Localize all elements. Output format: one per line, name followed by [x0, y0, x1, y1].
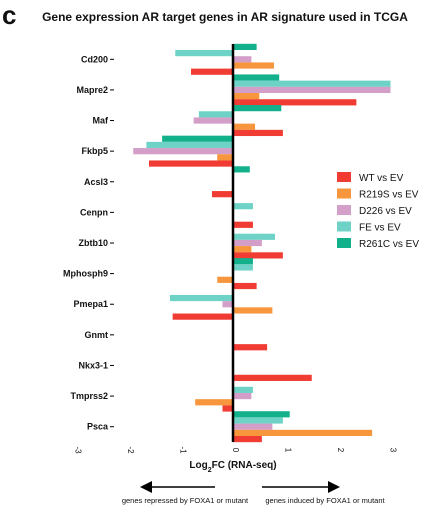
gene-label-pmepa1: Pmepa1: [73, 299, 108, 309]
bar-zbtb10-d226: [233, 239, 262, 247]
bar-fkbp5-r261c: [162, 135, 233, 142]
gene-label-cenpn: Cenpn: [80, 207, 108, 217]
bar-cenpn-fe: [233, 203, 253, 210]
panel-letter: c: [2, 0, 17, 30]
x-tick-label-5: 2: [336, 448, 345, 453]
bar-cenpn-wt: [233, 221, 253, 228]
bar-maf-fe: [198, 111, 233, 118]
bar-fkbp5-r219s: [217, 154, 233, 161]
bar-mphosph9-wt: [233, 282, 257, 290]
gene-label-tmprss2: Tmprss2: [70, 391, 108, 401]
bar-zbtb10-fe: [233, 233, 275, 240]
legend-label-1: R219S vs EV: [359, 190, 419, 201]
bar-pmepa1-r219s: [233, 307, 273, 314]
bar-mapre2-d226: [233, 86, 391, 94]
bar-tmprss2-r219s: [195, 399, 233, 406]
gene-label-nkx3-1: Nkx3-1: [78, 360, 108, 370]
bar-zbtb10-wt: [233, 252, 283, 259]
bar-tmprss2-fe: [233, 386, 253, 393]
gene-label-zbtb10: Zbtb10: [78, 238, 108, 248]
x-tick-label-3: 0: [231, 448, 240, 453]
legend-swatch-3: [337, 221, 351, 232]
right-arrow-caption: genes induced by FOXA1 or mutant: [265, 496, 385, 505]
bar-cd200-wt: [191, 68, 233, 75]
gene-labels-layer: Cd200 Mapre2 Maf Fkbp5 Acsl3 Cenpn Zbtb10 Mphos…: [63, 54, 114, 432]
bar-mapre2-fe: [233, 80, 391, 87]
bar-psca-r261c: [233, 411, 290, 418]
bar-mphosph9-r219s: [217, 276, 233, 283]
x-tick-label-1: -2: [126, 446, 135, 454]
gene-label-maf: Maf: [93, 116, 110, 126]
gene-label-psca: Psca: [87, 422, 109, 432]
bar-fkbp5-d226: [133, 148, 233, 155]
x-axis-label-base: Log: [189, 460, 207, 471]
bar-cd200-fe: [175, 50, 233, 57]
x-tick-label-2: -1: [179, 446, 188, 454]
left-arrow: [140, 481, 215, 493]
chart-title: Gene expression AR target genes in AR si…: [42, 10, 408, 24]
bar-fkbp5-fe: [146, 141, 233, 149]
bar-zbtb10-r219s: [233, 246, 252, 253]
bar-maf-r219s: [233, 123, 256, 130]
bar-psca-fe: [233, 417, 283, 424]
bar-tmprss2-d226: [233, 392, 252, 400]
x-ticks-layer: -3 -2 -1 0 1 2 3: [74, 446, 398, 454]
legend-swatch-4: [337, 238, 351, 248]
bar-cd200-r219s: [233, 62, 274, 69]
bar-gnmt-wt: [233, 344, 268, 351]
bar-mapre2-wt: [233, 99, 357, 106]
bar-acsl3-r261c: [233, 166, 250, 173]
bar-pmepa1-wt: [172, 313, 233, 320]
bar-psca-d226: [233, 423, 273, 430]
legend-label-0: WT vs EV: [359, 173, 404, 184]
x-tick-label-0: -3: [74, 446, 83, 454]
legend: WT vs EV R219S vs EV D226 vs EV FE vs EV R26…: [337, 172, 419, 250]
gene-label-cd200: Cd200: [81, 54, 108, 64]
bar-acsl3-wt: [212, 191, 233, 198]
x-axis-label-rest: FC (RNA-seq): [212, 460, 277, 471]
bar-maf-d226: [193, 117, 233, 124]
gene-label-mphosph9: Mphosph9: [63, 269, 108, 279]
legend-label-3: FE vs EV: [359, 223, 401, 234]
gene-label-fkbp5: Fkbp5: [81, 146, 108, 156]
bar-mapre2-r261c: [233, 74, 280, 81]
bar-psca-wt: [233, 435, 262, 443]
bar-psca-r219s: [233, 429, 373, 436]
bar-cd200-d226: [233, 56, 252, 63]
x-axis-label-sub: 2: [208, 467, 212, 474]
bar-maf-wt: [233, 129, 283, 137]
bar-pmepa1-d226: [222, 301, 233, 308]
bar-maf-r261c: [233, 105, 282, 112]
x-tick-label-6: 3: [389, 448, 398, 453]
legend-label-2: D226 vs EV: [359, 206, 412, 217]
bar-fkbp5-wt: [149, 160, 233, 167]
legend-swatch-0: [337, 172, 351, 182]
bar-mphosph9-fe: [233, 264, 253, 271]
x-tick-label-4: 1: [284, 448, 293, 453]
bar-cd200-r261c: [233, 43, 257, 51]
bar-pmepa1-fe: [170, 294, 233, 302]
bar-nkx3-1-wt: [233, 374, 312, 381]
legend-swatch-1: [337, 188, 351, 199]
bar-mphosph9-r261c: [233, 258, 253, 265]
x-axis-label: Log2FC (RNA-seq): [189, 460, 276, 474]
legend-label-4: R261C vs EV: [359, 239, 419, 250]
left-arrow-caption: genes repressed by FOXA1 or mutant: [122, 496, 249, 505]
gene-label-mapre2: Mapre2: [76, 85, 108, 95]
bars-layer: [133, 43, 391, 443]
gene-label-gnmt: Gnmt: [85, 330, 109, 340]
right-arrow: [262, 481, 340, 493]
bar-mapre2-r219s: [233, 93, 260, 100]
bar-tmprss2-wt: [222, 405, 233, 412]
legend-swatch-2: [337, 205, 351, 215]
gene-label-acsl3: Acsl3: [84, 177, 108, 187]
